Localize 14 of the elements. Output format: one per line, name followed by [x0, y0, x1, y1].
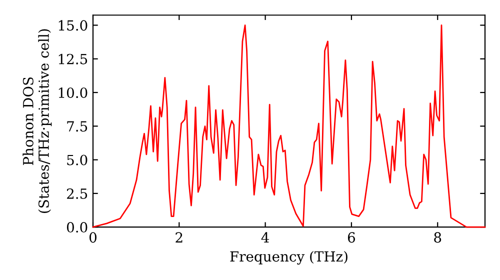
y-tick-label: 12.5	[58, 54, 88, 64]
x-tick-label: 0	[89, 232, 96, 243]
y-tick-label: 15.0	[58, 20, 88, 31]
y-tick-label: 5.0	[67, 154, 88, 166]
y-tick-label: 10.0	[58, 87, 88, 98]
y-tick-label: 2.5	[66, 188, 88, 199]
y-tick-label: 7.5	[67, 121, 88, 132]
x-axis-title: Frequency (THz)	[230, 250, 348, 265]
x-tick-label: 6	[348, 232, 356, 243]
y-tick-label: 0.0	[66, 222, 88, 233]
y-axis-title: Phonon DOS (States/THz·primitive cell)	[22, 29, 52, 213]
x-tick-label: 2	[176, 232, 182, 242]
x-tick-label: 4	[261, 232, 270, 242]
x-tick-label: 8	[434, 232, 442, 243]
